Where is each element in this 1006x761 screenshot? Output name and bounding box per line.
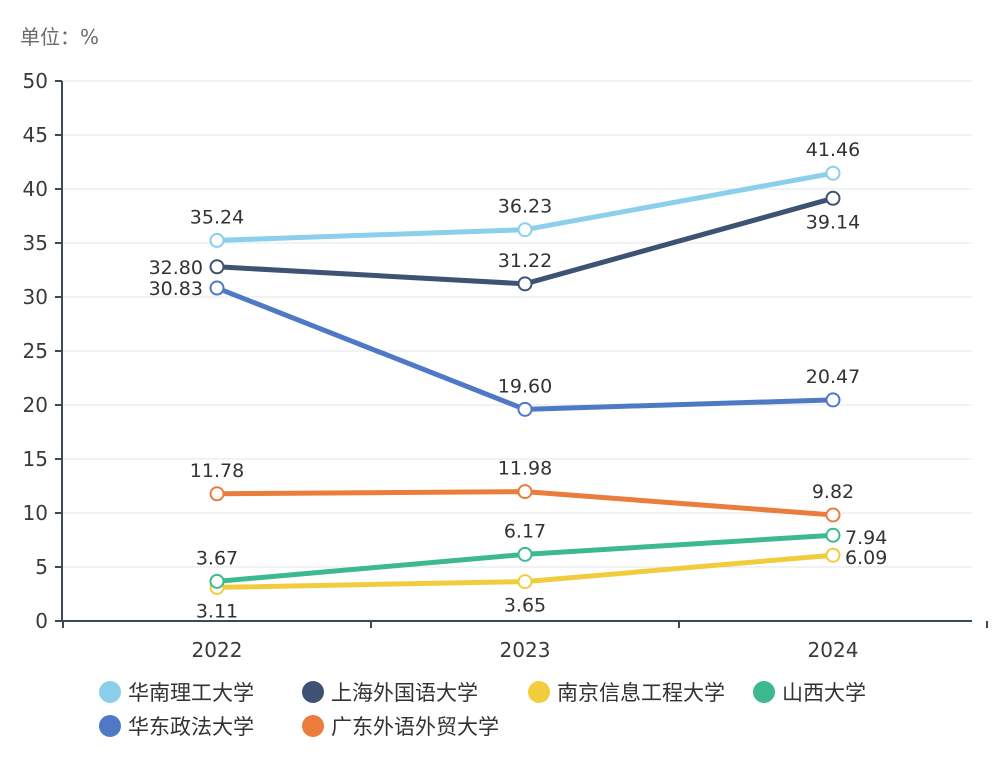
data-label: 19.60 — [498, 375, 552, 397]
data-label: 20.47 — [806, 366, 860, 388]
data-labels: 35.24 36.23 41.46 32.80 31.22 39.14 3.11 3.65 6.… — [149, 139, 888, 622]
data-point — [517, 484, 533, 500]
data-point — [825, 392, 841, 408]
data-label: 3.67 — [196, 547, 238, 569]
data-point — [209, 486, 225, 502]
legend-item[interactable]: 华东政法大学 — [99, 715, 254, 739]
y-tick-label: 50 — [23, 69, 48, 93]
data-point — [517, 574, 533, 590]
y-axis-ticks: 0 5 10 15 20 25 30 35 40 45 50 — [23, 69, 62, 633]
legend-marker — [302, 681, 324, 703]
data-point — [517, 222, 533, 238]
data-label: 32.80 — [149, 257, 203, 279]
x-tick-label: 2022 — [192, 638, 243, 662]
data-point — [825, 190, 841, 206]
series-lines — [209, 165, 841, 595]
data-point — [209, 259, 225, 275]
legend-label: 上海外国语大学 — [331, 681, 478, 705]
y-tick-label: 30 — [23, 285, 48, 309]
legend-label: 华东政法大学 — [128, 715, 254, 739]
legend-item[interactable]: 广东外语外贸大学 — [302, 715, 499, 739]
data-point — [209, 573, 225, 589]
data-point — [517, 401, 533, 417]
legend-label: 山西大学 — [782, 681, 866, 705]
data-label: 11.98 — [498, 458, 552, 480]
data-label: 3.11 — [196, 600, 238, 622]
y-tick-label: 25 — [23, 339, 48, 363]
legend-marker — [753, 681, 775, 703]
data-label: 31.22 — [498, 250, 552, 272]
x-axis-ticks: 2022 2023 2024 — [62, 621, 988, 662]
data-point — [825, 165, 841, 181]
legend-item[interactable]: 山西大学 — [753, 681, 866, 705]
legend-marker — [99, 681, 121, 703]
data-label: 7.94 — [845, 527, 887, 549]
data-label: 3.65 — [504, 595, 546, 617]
y-tick-label: 45 — [23, 123, 48, 147]
data-label: 36.23 — [498, 196, 552, 218]
y-tick-label: 20 — [23, 393, 48, 417]
data-point — [517, 276, 533, 292]
data-point — [517, 546, 533, 562]
data-label: 9.82 — [812, 481, 854, 503]
legend-item[interactable]: 南京信息工程大学 — [528, 681, 725, 705]
data-label: 11.78 — [190, 460, 244, 482]
unit-label: 单位：% — [20, 25, 99, 49]
y-tick-label: 0 — [35, 609, 48, 633]
y-tick-label: 10 — [23, 501, 48, 525]
data-label: 35.24 — [190, 206, 244, 228]
data-point — [825, 507, 841, 523]
y-tick-label: 35 — [23, 231, 48, 255]
y-tick-label: 5 — [35, 555, 48, 579]
legend-label: 华南理工大学 — [128, 681, 254, 705]
data-point — [825, 547, 841, 563]
legend-item[interactable]: 华南理工大学 — [99, 681, 254, 705]
data-point — [209, 280, 225, 296]
legend-marker — [99, 715, 121, 737]
legend-label: 南京信息工程大学 — [557, 681, 725, 705]
y-tick-label: 15 — [23, 447, 48, 471]
data-point — [209, 232, 225, 248]
data-label: 41.46 — [806, 139, 860, 161]
y-tick-label: 40 — [23, 177, 48, 201]
legend-marker — [528, 681, 550, 703]
x-tick-label: 2024 — [808, 638, 859, 662]
legend-marker — [302, 715, 324, 737]
x-tick-label: 2023 — [500, 638, 551, 662]
data-point — [825, 527, 841, 543]
data-label: 30.83 — [149, 278, 203, 300]
data-label: 6.09 — [845, 547, 887, 569]
data-label: 6.17 — [504, 520, 546, 542]
legend-label: 广东外语外贸大学 — [331, 715, 499, 739]
data-label: 39.14 — [806, 211, 860, 233]
legend-item[interactable]: 上海外国语大学 — [302, 681, 478, 705]
axes — [61, 81, 972, 622]
